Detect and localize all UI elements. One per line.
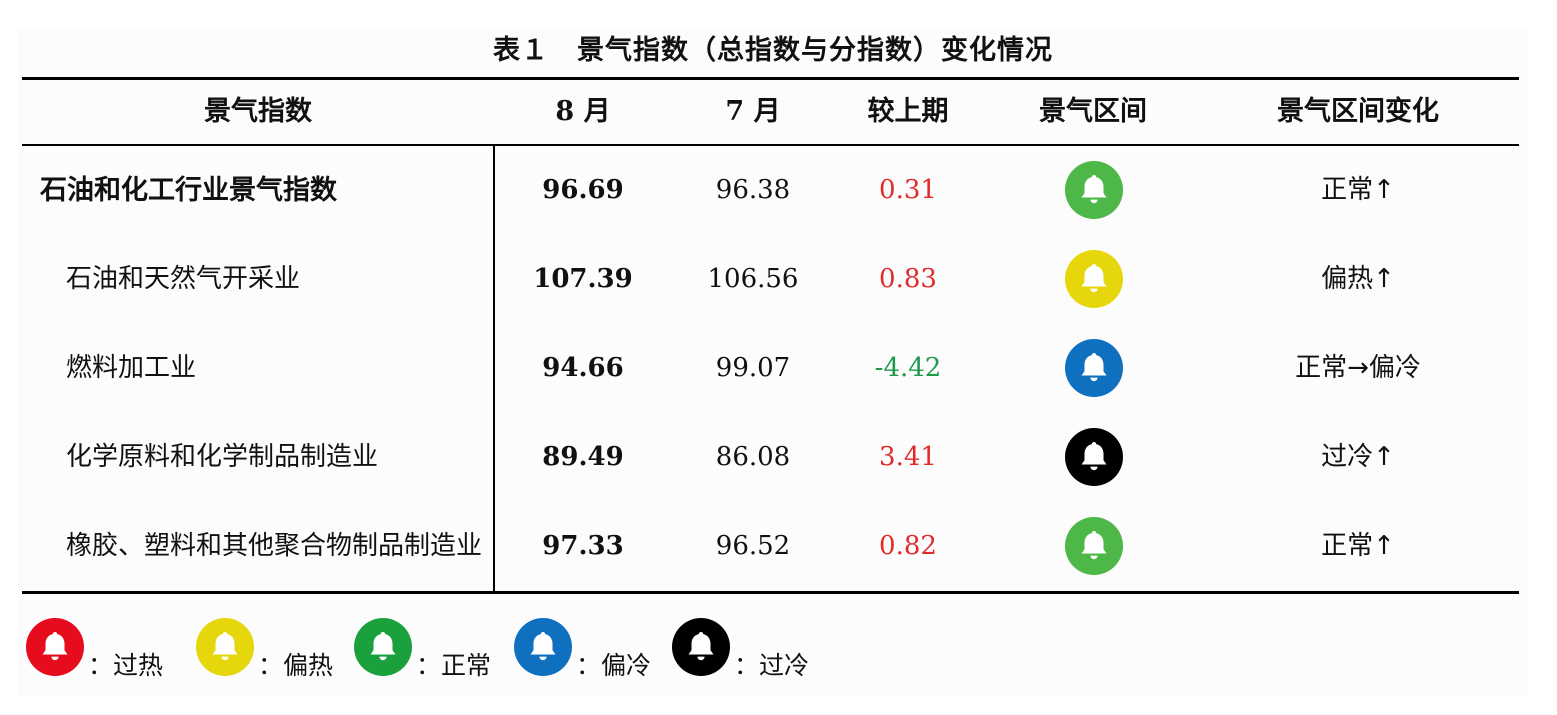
- header-delta: 较上期: [867, 96, 949, 127]
- bottom-rule: [22, 591, 1519, 594]
- august-value: 97.33: [542, 531, 624, 561]
- header-zone: 景气区间: [1039, 96, 1147, 127]
- zone-change: 偏热↑: [1321, 264, 1395, 294]
- header-index-name: 景气指数: [204, 96, 312, 127]
- bell-icon: [1065, 161, 1123, 219]
- zone-change: 正常↑: [1321, 531, 1395, 561]
- july-value: 96.38: [715, 175, 791, 205]
- delta-value: 0.83: [879, 264, 937, 294]
- august-value: 107.39: [533, 264, 633, 294]
- table-row: 化学原料和化学制品制造业 89.49 86.08 3.41 过冷↑: [18, 413, 1528, 502]
- table-row: 石油和天然气开采业 107.39 106.56 0.83 偏热↑: [18, 235, 1528, 324]
- bell-icon: [196, 618, 254, 676]
- bell-icon: [26, 618, 84, 676]
- delta-value: 3.41: [879, 442, 937, 472]
- legend-label: ：偏热: [258, 651, 334, 680]
- july-value: 96.52: [715, 531, 791, 561]
- row-name: 橡胶、塑料和其他聚合物制品制造业: [66, 531, 483, 561]
- table-row: 橡胶、塑料和其他聚合物制品制造业 97.33 96.52 0.82 正常↑: [18, 502, 1528, 591]
- august-value: 89.49: [542, 442, 624, 472]
- header-july: 7 月: [725, 96, 781, 127]
- table-sheet: 表１ 景气指数（总指数与分指数）变化情况 景气指数 8 月 7 月 较上期 景气…: [18, 28, 1528, 696]
- row-name: 燃料加工业: [66, 353, 197, 383]
- zone-change: 过冷↑: [1321, 442, 1395, 472]
- legend-label: ：过冷: [734, 651, 810, 680]
- legend-label: ：过热: [88, 651, 164, 680]
- table-row: 石油和化工行业景气指数 96.69 96.38 0.31 正常↑: [18, 146, 1528, 235]
- legend-label: ：偏冷: [576, 651, 652, 680]
- table-row: 燃料加工业 94.66 99.07 -4.42 正常→偏冷: [18, 324, 1528, 413]
- july-value: 106.56: [707, 264, 799, 294]
- bell-icon: [354, 618, 412, 676]
- table-title: 表１ 景气指数（总指数与分指数）变化情况: [493, 35, 1053, 66]
- bell-icon: [1065, 517, 1123, 575]
- july-value: 86.08: [715, 442, 791, 472]
- bell-icon: [672, 618, 730, 676]
- august-value: 94.66: [542, 353, 624, 383]
- delta-value: 0.82: [879, 531, 937, 561]
- row-name: 化学原料和化学制品制造业: [66, 442, 379, 472]
- header-rule: [22, 144, 1519, 146]
- column-divider: [493, 146, 495, 591]
- legend: ：过热 ：偏热 ：正常 ：偏冷 ：过冷: [18, 618, 1528, 688]
- header-zone-change: 景气区间变化: [1277, 96, 1439, 127]
- july-value: 99.07: [715, 353, 791, 383]
- legend-label: ：正常: [416, 651, 492, 680]
- delta-value: 0.31: [879, 175, 937, 205]
- august-value: 96.69: [542, 175, 624, 205]
- delta-value: -4.42: [874, 353, 942, 383]
- top-rule: [22, 77, 1519, 80]
- zone-change: 正常↑: [1321, 175, 1395, 205]
- bell-icon: [1065, 339, 1123, 397]
- header-august: 8 月: [555, 96, 611, 127]
- zone-change: 正常→偏冷: [1295, 353, 1421, 383]
- bell-icon: [1065, 428, 1123, 486]
- bell-icon: [514, 618, 572, 676]
- row-name: 石油和天然气开采业: [66, 264, 301, 294]
- row-name: 石油和化工行业景气指数: [40, 175, 337, 206]
- bell-icon: [1065, 250, 1123, 308]
